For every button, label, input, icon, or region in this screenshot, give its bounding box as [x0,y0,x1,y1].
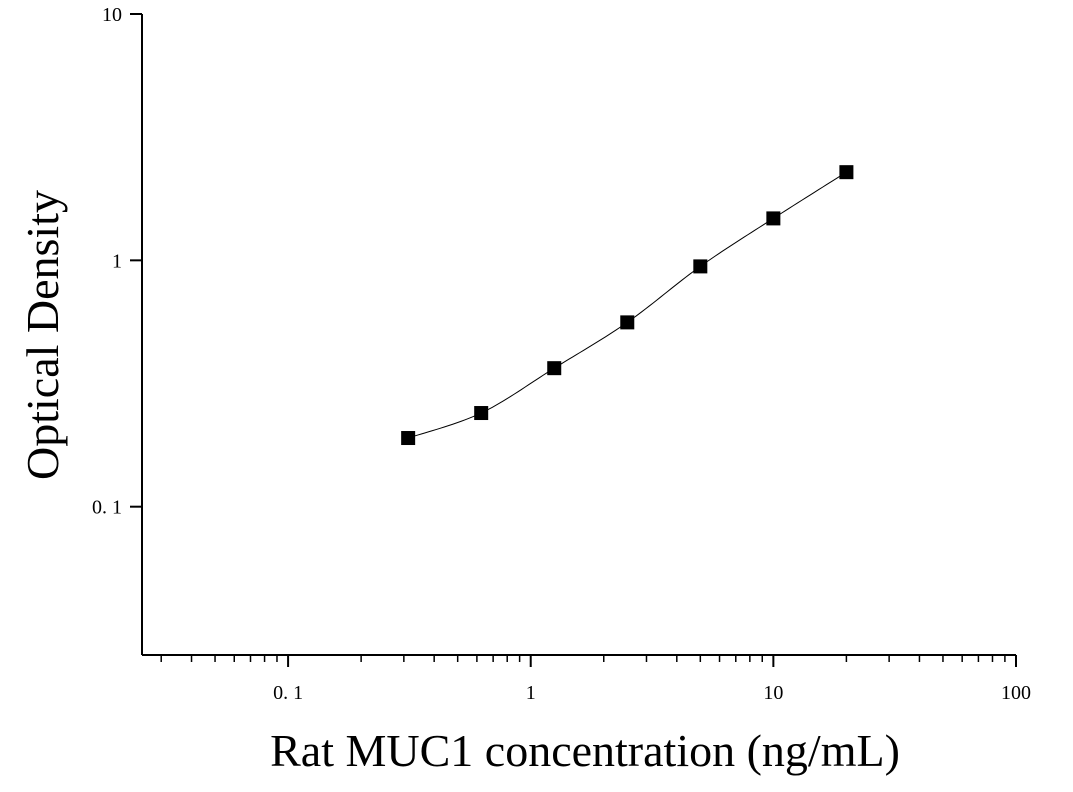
y-tick-label: 10 [102,4,122,26]
data-point [839,165,854,180]
axes: 0. 1 1 10 100 0. 1 1 10 [92,4,1031,704]
fit-curve-group [407,171,847,439]
x-axis-title: Rat MUC1 concentration (ng/mL) [270,725,900,776]
data-point [766,211,781,226]
x-tick-label: 1 [526,682,536,704]
data-point [547,361,562,376]
x-tick-label: 0. 1 [273,682,303,704]
y-tick-label: 0. 1 [92,497,122,519]
data-point [693,259,708,274]
fit-curve [407,171,847,439]
data-point [474,406,489,421]
data-point [401,431,416,446]
x-tick-label: 100 [1001,682,1031,704]
x-tick-label: 10 [763,682,783,704]
data-point [620,315,635,330]
y-axis-title: Optical Density [17,190,68,480]
y-tick-label: 1 [112,250,122,272]
data-points [401,165,854,446]
